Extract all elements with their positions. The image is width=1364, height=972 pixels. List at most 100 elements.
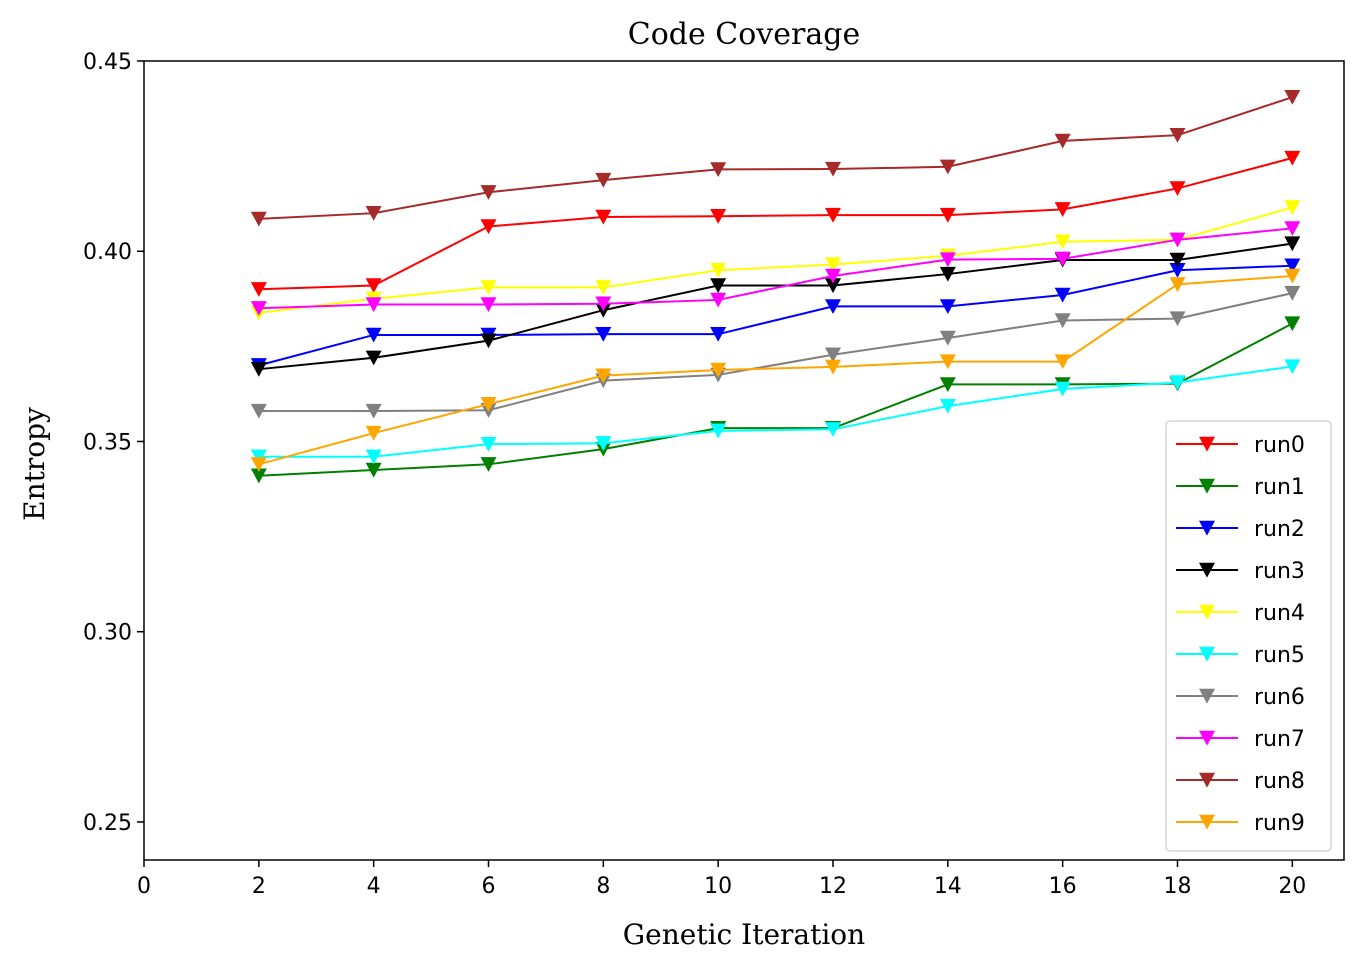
data-point xyxy=(1284,221,1301,237)
data-point xyxy=(824,359,841,375)
legend-label: run0 xyxy=(1254,433,1305,458)
series-line xyxy=(258,242,1293,371)
data-point xyxy=(1169,311,1186,327)
legend-marker xyxy=(1199,478,1215,494)
data-point xyxy=(480,297,497,313)
data-point xyxy=(595,296,612,312)
data-point xyxy=(1284,258,1301,274)
data-point xyxy=(824,422,841,437)
data-point xyxy=(1284,316,1301,332)
legend-marker xyxy=(1199,730,1215,746)
data-point xyxy=(1169,252,1186,268)
series-run5 xyxy=(250,359,1301,465)
data-point xyxy=(1284,150,1301,166)
legend-item-run3: run3 xyxy=(1176,559,1305,584)
data-point xyxy=(365,205,382,221)
legend-item-run2: run2 xyxy=(1176,517,1305,542)
data-point xyxy=(1169,127,1186,143)
legend-item-run1: run1 xyxy=(1176,475,1305,500)
data-point xyxy=(250,403,267,419)
data-point xyxy=(710,278,727,294)
data-point xyxy=(939,330,956,346)
data-point xyxy=(480,280,497,295)
series-line xyxy=(258,96,1293,220)
series-line xyxy=(258,274,1293,466)
data-point xyxy=(1054,354,1071,370)
data-point xyxy=(1054,202,1071,217)
data-point xyxy=(824,347,841,363)
data-point xyxy=(1284,359,1301,375)
data-point xyxy=(710,326,727,342)
legend-marker xyxy=(1199,814,1215,830)
legend-marker xyxy=(1199,436,1215,452)
data-point xyxy=(250,211,267,227)
x-tick-label: 8 xyxy=(596,874,610,899)
data-point xyxy=(595,368,612,384)
x-tick-label: 20 xyxy=(1278,874,1306,899)
legend-item-run7: run7 xyxy=(1176,727,1305,752)
data-point xyxy=(939,398,956,414)
data-point xyxy=(250,449,267,465)
x-axis-label: Genetic Iteration xyxy=(623,918,865,951)
data-point xyxy=(595,172,612,188)
y-tick-label: 0.25 xyxy=(83,811,132,836)
data-point xyxy=(1169,375,1186,391)
series-run7 xyxy=(250,221,1301,316)
x-tick-label: 2 xyxy=(252,874,266,899)
data-point xyxy=(250,361,267,377)
x-tick-label: 10 xyxy=(704,874,732,899)
legend-label: run7 xyxy=(1254,727,1305,752)
data-point xyxy=(480,436,497,452)
data-point xyxy=(480,333,497,349)
data-point xyxy=(939,266,956,282)
series-line xyxy=(258,206,1293,314)
legend-item-run4: run4 xyxy=(1176,601,1305,626)
legend-item-run9: run9 xyxy=(1176,811,1305,836)
series-run9 xyxy=(250,268,1301,472)
x-tick-label: 16 xyxy=(1049,874,1077,899)
data-point xyxy=(1054,234,1071,250)
data-point xyxy=(1284,236,1301,252)
data-point xyxy=(250,457,267,472)
series-line xyxy=(258,365,1293,458)
data-point xyxy=(939,159,956,175)
data-point xyxy=(1169,232,1186,248)
data-point xyxy=(824,207,841,223)
legend-label: run5 xyxy=(1254,643,1305,668)
legend-label: run1 xyxy=(1254,475,1305,500)
legend-label: run2 xyxy=(1254,517,1305,542)
y-tick-label: 0.30 xyxy=(83,621,132,646)
data-point xyxy=(595,326,612,342)
legend-item-run6: run6 xyxy=(1176,685,1305,710)
x-tick-label: 14 xyxy=(934,874,962,899)
legend-label: run3 xyxy=(1254,559,1305,584)
data-point xyxy=(939,377,956,393)
x-tick-label: 0 xyxy=(137,874,151,899)
legend-label: run9 xyxy=(1254,811,1305,836)
data-point xyxy=(365,278,382,294)
data-point xyxy=(710,362,727,378)
y-tick-label: 0.40 xyxy=(83,240,132,265)
y-axis-label: Entropy xyxy=(18,407,51,521)
data-point xyxy=(365,403,382,419)
series-line xyxy=(258,322,1293,477)
data-point xyxy=(824,161,841,177)
legend-label: run6 xyxy=(1254,685,1305,710)
data-point xyxy=(1284,89,1301,105)
series-line xyxy=(258,157,1293,291)
data-point xyxy=(480,219,497,235)
data-point xyxy=(1054,251,1071,267)
x-axis: 0 2 4 6 8 10 12 14 16 18 20 xyxy=(137,860,1306,899)
data-point xyxy=(250,468,267,484)
data-point xyxy=(1284,285,1301,301)
series-run6 xyxy=(250,285,1301,419)
y-tick-label: 0.35 xyxy=(83,430,132,455)
data-point xyxy=(480,185,497,200)
data-point xyxy=(365,462,382,478)
y-axis: 0.25 0.30 0.35 0.40 0.45 xyxy=(83,50,144,836)
data-point xyxy=(1054,313,1071,329)
series-line xyxy=(258,264,1293,367)
plot-area xyxy=(143,60,1345,861)
data-point xyxy=(710,263,727,278)
data-point xyxy=(710,162,727,178)
